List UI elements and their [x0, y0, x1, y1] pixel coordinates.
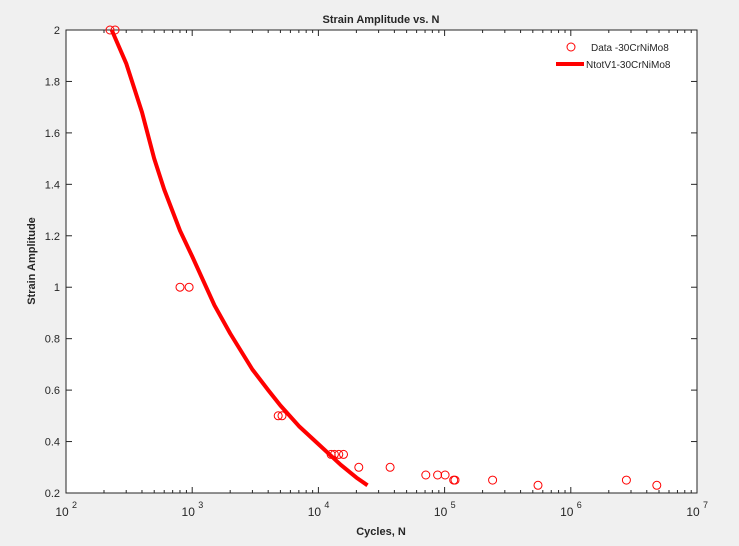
x-tick-exponent: 2 — [72, 500, 77, 510]
x-tick-label: 10 — [560, 505, 574, 519]
data-point — [385, 462, 395, 472]
data-point — [329, 449, 339, 459]
x-tick-exponent: 5 — [451, 500, 456, 510]
legend-label-data: Data -30CrNiMo8 — [591, 43, 669, 54]
axis-ticks — [65, 29, 697, 494]
data-point — [339, 449, 348, 459]
data-point — [277, 411, 287, 421]
y-tick-label: 0.4 — [45, 437, 60, 449]
data-point — [354, 462, 364, 472]
legend-item-data: Data -30CrNiMo8 — [566, 42, 669, 54]
x-axis-label: Cycles, N — [356, 526, 406, 538]
y-tick-label: 1.6 — [45, 128, 60, 140]
x-tick-label: 10 — [182, 505, 196, 519]
x-tick-label: 10 — [308, 505, 322, 519]
x-tick-label: 10 — [55, 505, 69, 519]
x-tick-exponent: 7 — [703, 500, 708, 510]
x-tick-label: 10 — [434, 505, 448, 519]
fit-curve — [109, 29, 369, 487]
legend[interactable]: Data -30CrNiMo8 NtotV1-30CrNiMo8 — [556, 42, 671, 71]
data-point — [450, 475, 460, 485]
y-tick-label: 1 — [54, 282, 60, 294]
data-point — [488, 475, 498, 485]
chart-title: Strain Amplitude vs. N — [323, 14, 440, 26]
x-tick-exponent: 4 — [324, 500, 329, 510]
y-tick-label: 1.4 — [45, 179, 60, 191]
x-tick-exponent: 3 — [198, 500, 203, 510]
plot-area — [65, 25, 698, 494]
data-point — [110, 25, 120, 35]
data-point — [652, 480, 662, 490]
data-point — [533, 480, 543, 490]
legend-item-fit: NtotV1-30CrNiMo8 — [556, 60, 671, 71]
y-tick-label: 1.8 — [45, 76, 60, 88]
y-tick-label: 0.6 — [45, 385, 60, 397]
data-point — [440, 470, 450, 480]
data-point — [184, 282, 194, 292]
legend-circle-marker-icon — [566, 42, 576, 52]
x-tick-exponent: 6 — [577, 500, 582, 510]
y-tick-label: 2 — [54, 25, 60, 37]
data-series — [105, 25, 662, 490]
y-tick-labels: 0.2 0.4 0.6 0.8 1 1.2 1.4 1.6 1.8 2 — [45, 25, 60, 500]
legend-label-fit: NtotV1-30CrNiMo8 — [586, 60, 671, 71]
y-tick-label: 1.2 — [45, 231, 60, 243]
data-point — [621, 475, 631, 485]
x-tick-label: 10 — [686, 505, 700, 519]
data-point — [105, 25, 115, 35]
data-point — [273, 411, 283, 421]
y-tick-label: 0.2 — [45, 488, 60, 500]
x-tick-labels: 10 2 10 3 10 4 10 5 10 6 10 7 — [55, 500, 708, 519]
data-point — [334, 449, 344, 459]
y-axis-label: Strain Amplitude — [26, 217, 38, 305]
y-tick-label: 0.8 — [45, 334, 60, 346]
data-point — [421, 470, 431, 480]
data-point — [175, 282, 185, 292]
